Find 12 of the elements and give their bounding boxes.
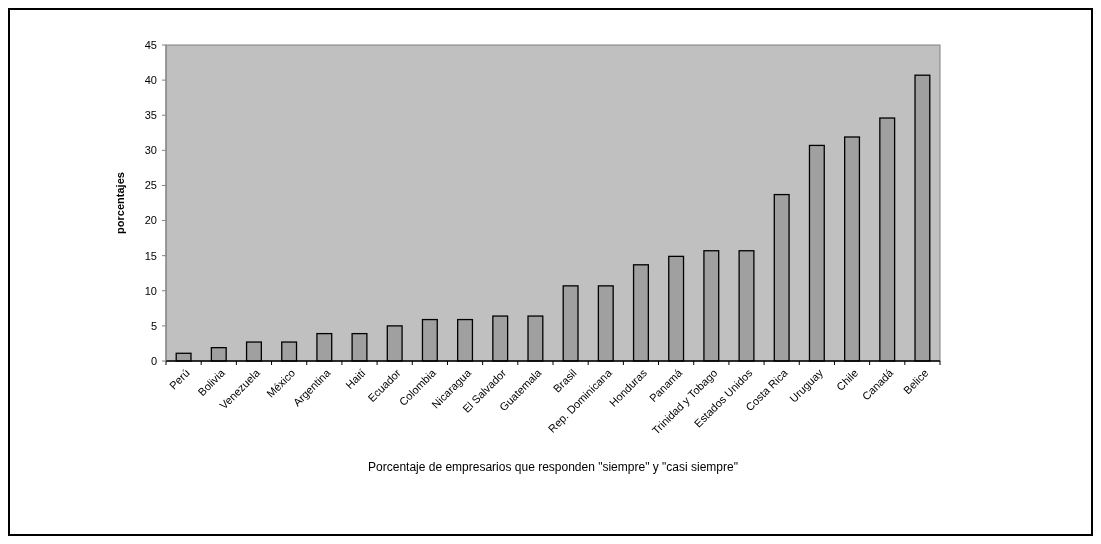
y-tick-label: 15 xyxy=(144,249,157,262)
x-axis-title: Porcentaje de empresarios que responden "siempre" y "casi siempre" xyxy=(368,460,738,474)
y-tick-label: 0 xyxy=(150,354,157,367)
y-tick-label: 30 xyxy=(144,144,157,157)
y-tick-label: 25 xyxy=(144,179,157,192)
y-tick-label: 45 xyxy=(144,38,157,51)
y-tick-label: 20 xyxy=(144,214,157,227)
y-axis-title: porcentajes xyxy=(114,172,126,234)
y-tick-label: 10 xyxy=(144,284,157,297)
y-tick-label: 5 xyxy=(150,319,157,332)
y-tick-label: 40 xyxy=(144,73,157,86)
y-tick-label: 35 xyxy=(144,109,157,122)
